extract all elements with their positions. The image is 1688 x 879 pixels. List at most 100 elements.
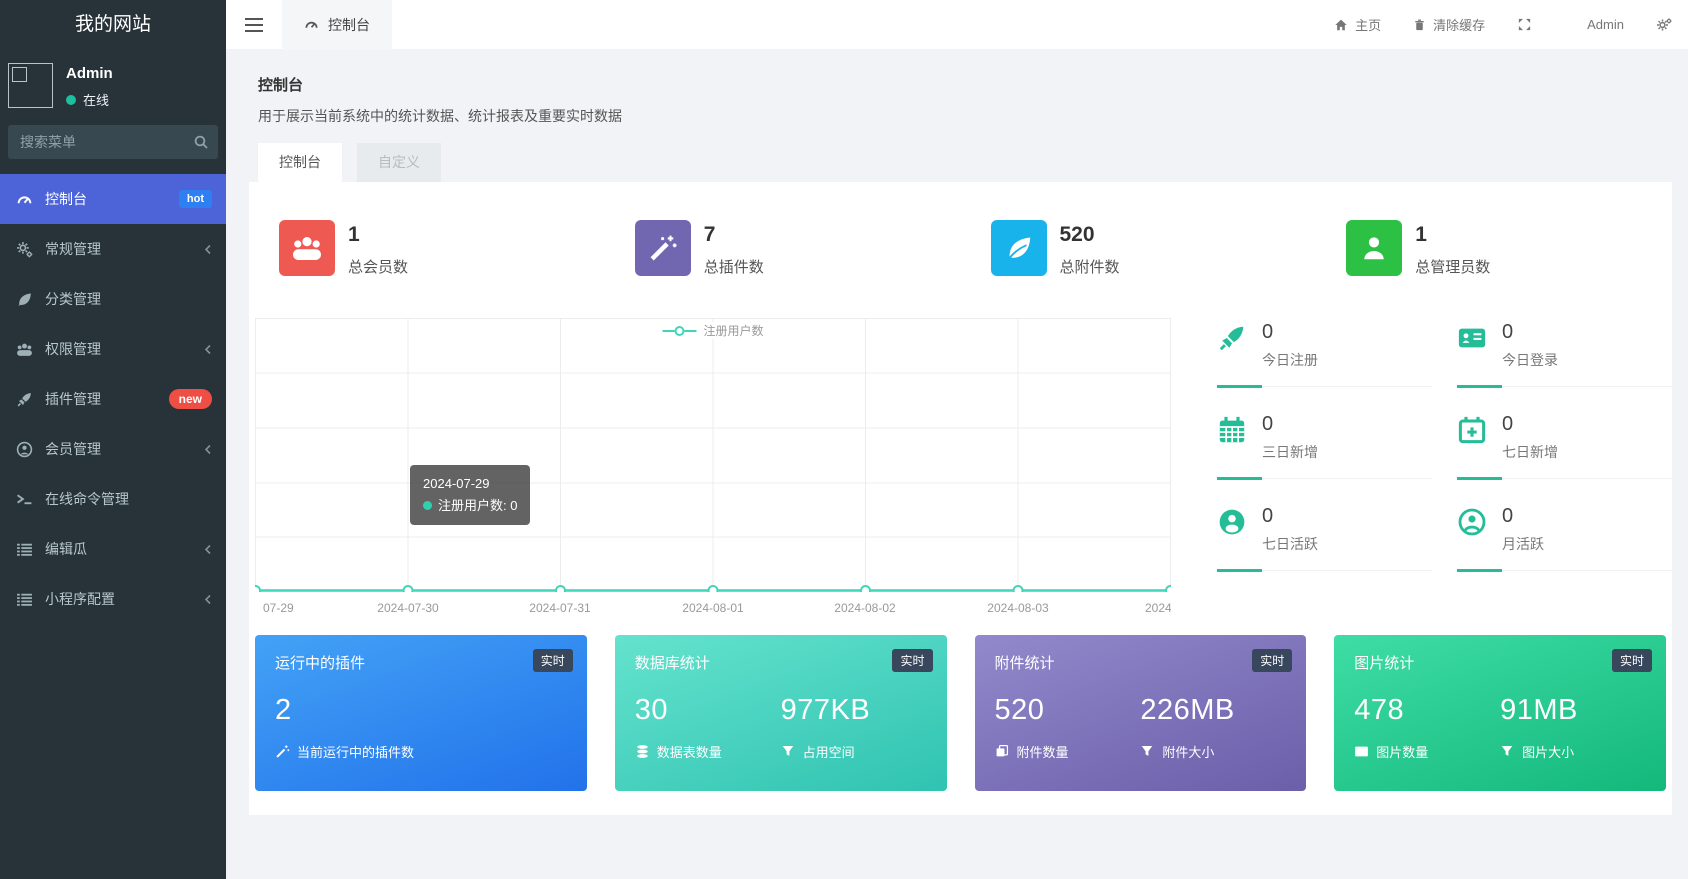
search-input[interactable] [8, 125, 218, 159]
settings-button[interactable] [1656, 17, 1672, 33]
sidebar-item-miniprogram[interactable]: 小程序配置 [0, 574, 226, 624]
avatar [8, 63, 53, 108]
quick-stat-7day-new: 0 七日新增 [1457, 413, 1672, 480]
list-icon [16, 541, 35, 558]
hamburger-icon[interactable] [226, 17, 282, 32]
card-value: 91MB [1500, 694, 1578, 726]
image-icon [1354, 744, 1369, 759]
card-attachment-stats: 附件统计 实时 520 226MB 附件数量 附件大小 [974, 635, 1307, 791]
database-icon [635, 744, 650, 759]
card-value: 478 [1354, 694, 1405, 726]
quick-stat-value: 0 [1262, 505, 1274, 527]
stat-total-attachments: 520 总附件数 [961, 220, 1317, 277]
quick-stat-value: 0 [1502, 321, 1514, 343]
sidebar-item-label: 编辑瓜 [45, 541, 87, 557]
stat-label: 总附件数 [1059, 259, 1120, 276]
clear-cache-button[interactable]: 清除缓存 [1413, 15, 1485, 34]
sidebar-item-label: 在线命令管理 [45, 491, 129, 507]
user-solid-icon [1217, 507, 1247, 537]
main-content: 控制台 用于展示当前系统中的统计数据、统计报表及重要实时数据 控制台 自定义 1… [226, 50, 1688, 879]
copy-icon [995, 744, 1010, 759]
magic-wand-icon [634, 220, 691, 276]
line-marker-icon [662, 325, 697, 336]
card-database-stats: 数据库统计 实时 30 977KB 数据表数量 占用空间 [614, 635, 947, 791]
user-panel: Admin 在线 [0, 50, 226, 119]
sidebar-item-user[interactable]: 会员管理 [0, 424, 226, 474]
sidebar-item-dashboard[interactable]: 控制台 hot [0, 174, 226, 224]
tab-custom[interactable]: 自定义 [357, 143, 441, 182]
tooltip-title: 2024-07-29 [423, 476, 490, 491]
sidebar-item-label: 权限管理 [45, 341, 101, 357]
card-title: 数据库统计 [634, 655, 710, 672]
list-icon [16, 591, 35, 608]
x-tick: 2024-08-02 [834, 601, 896, 615]
page-title: 控制台 [258, 77, 304, 94]
online-status-icon [66, 94, 76, 105]
user-circle-icon [16, 441, 35, 458]
stat-value: 1 [348, 223, 360, 246]
tab-label: 控制台 [328, 16, 370, 33]
quick-stat-label: 今日注册 [1262, 352, 1318, 368]
terminal-icon [16, 491, 35, 508]
gears-icon [1657, 17, 1672, 30]
sidebar-item-label: 插件管理 [45, 391, 101, 407]
sidebar-item-auth[interactable]: 权限管理 [0, 324, 226, 374]
filter-icon [781, 744, 796, 759]
chart-plot [255, 318, 1171, 592]
card-running-addons: 运行中的插件 实时 2 当前运行中的插件数 [255, 635, 587, 791]
stat-label: 总管理员数 [1415, 259, 1491, 276]
card-title: 附件统计 [994, 655, 1055, 672]
legend-label: 注册用户数 [703, 324, 764, 338]
quick-stats-grid: 0 今日注册 0 今日登录 [1217, 318, 1672, 620]
chart-legend[interactable]: 注册用户数 [657, 322, 769, 339]
sidebar-item-label: 常规管理 [45, 241, 101, 257]
stat-label: 总会员数 [348, 259, 409, 276]
home-icon [1335, 19, 1347, 30]
stat-value: 7 [703, 223, 716, 246]
leaf-icon [16, 291, 35, 308]
x-tick: 2024-08-01 [682, 601, 744, 615]
card-label: 图片数量 [1354, 742, 1500, 761]
quick-stat-today-register: 0 今日注册 [1217, 321, 1432, 388]
stat-label: 总插件数 [703, 259, 764, 276]
realtime-badge: 实时 [532, 649, 573, 672]
user-icon [1346, 220, 1403, 276]
sidebar-item-label: 会员管理 [45, 441, 101, 457]
home-link[interactable]: 主页 [1334, 15, 1381, 34]
tab-console[interactable]: 控制台 [258, 143, 342, 182]
rocket-icon [1217, 323, 1247, 353]
id-card-icon [1457, 323, 1487, 353]
sidebar-item-addon[interactable]: 插件管理 new [0, 374, 226, 424]
dashboard-panel: 1 总会员数 7 总插件数 520 总附件数 [249, 182, 1672, 815]
stat-total-addons: 7 总插件数 [605, 220, 961, 277]
sidebar-item-command[interactable]: 在线命令管理 [0, 474, 226, 524]
quick-stat-label: 今日登录 [1502, 352, 1558, 368]
chart-tooltip: 2024-07-29 注册用户数: 0 [410, 465, 531, 526]
quick-stat-value: 0 [1502, 505, 1514, 527]
page-subtitle: 用于展示当前系统中的统计数据、统计报表及重要实时数据 [258, 108, 622, 124]
quick-stat-label: 七日新增 [1502, 444, 1558, 460]
fullscreen-button[interactable] [1517, 17, 1532, 32]
chevron-left-icon [204, 244, 212, 255]
sidebar-item-editor[interactable]: 编辑瓜 [0, 524, 226, 574]
realtime-badge: 实时 [892, 649, 933, 672]
dashboard-icon [16, 191, 35, 208]
stat-value: 1 [1415, 223, 1427, 246]
x-tick: 2024-07-31 [529, 601, 591, 615]
card-image-stats: 图片统计 实时 478 91MB 图片数量 图片大小 [1334, 635, 1666, 791]
trash-icon [1415, 19, 1424, 30]
stat-value: 520 [1059, 223, 1095, 246]
quick-stat-label: 月活跃 [1502, 536, 1544, 552]
dashboard-icon [304, 17, 319, 32]
sidebar-item-general[interactable]: 常规管理 [0, 224, 226, 274]
sidebar-item-category[interactable]: 分类管理 [0, 274, 226, 324]
card-value: 226MB [1140, 694, 1235, 726]
search-icon[interactable] [193, 134, 209, 150]
card-label: 当前运行中的插件数 [275, 742, 567, 761]
tab-dashboard[interactable]: 控制台 [282, 0, 392, 50]
card-value: 30 [634, 694, 669, 726]
quick-stat-month-active: 0 月活跃 [1457, 505, 1672, 572]
realtime-badge: 实时 [1611, 649, 1652, 672]
user-menu[interactable]: Admin [1587, 17, 1624, 32]
series-dot-icon [423, 501, 432, 511]
